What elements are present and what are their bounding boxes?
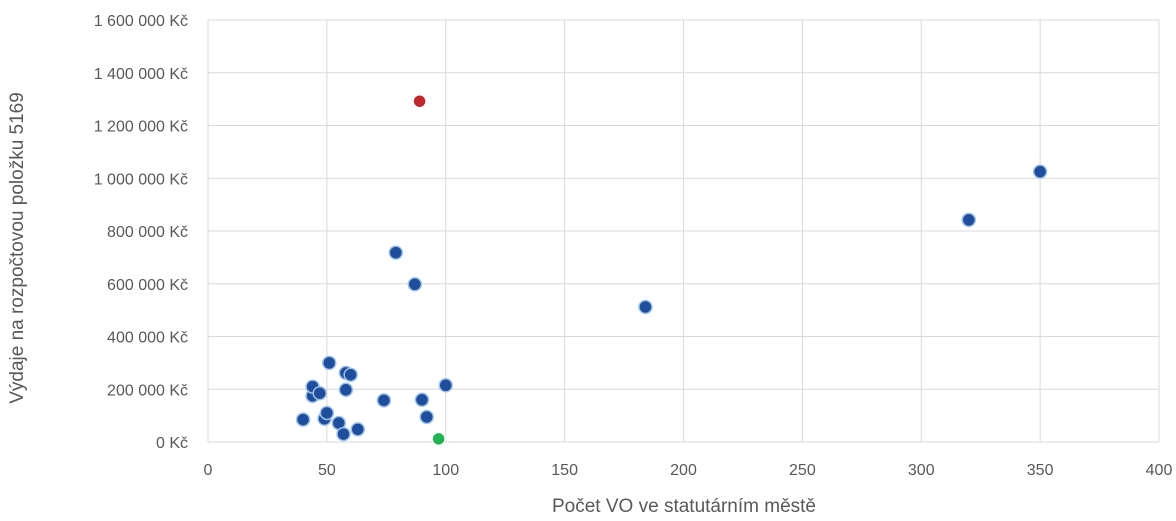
x-tick-label: 400 bbox=[1146, 462, 1173, 479]
data-point bbox=[438, 378, 453, 393]
data-point bbox=[295, 412, 311, 427]
y-tick-label: 600 000 Kč bbox=[107, 277, 188, 294]
y-tick-label: 1 400 000 Kč bbox=[94, 66, 188, 83]
y-axis-ticks: 0 Kč 200 000 Kč 400 000 Kč 600 000 Kč 800 00… bbox=[94, 13, 188, 452]
x-tick-label: 250 bbox=[789, 462, 816, 479]
y-tick-label: 800 000 Kč bbox=[107, 224, 188, 241]
x-tick-label: 350 bbox=[1027, 462, 1054, 479]
x-tick-label: 50 bbox=[318, 462, 336, 479]
data-point bbox=[638, 299, 653, 315]
data-point bbox=[376, 393, 392, 408]
data-point bbox=[961, 212, 977, 228]
x-tick-label: 300 bbox=[908, 462, 935, 479]
data-point bbox=[350, 422, 366, 437]
y-tick-label: 1 200 000 Kč bbox=[94, 119, 188, 136]
y-tick-label: 200 000 Kč bbox=[107, 382, 188, 399]
y-tick-label: 1 000 000 Kč bbox=[94, 171, 188, 188]
data-point bbox=[388, 245, 404, 260]
x-tick-label: 150 bbox=[551, 462, 578, 479]
data-point bbox=[312, 385, 327, 401]
data-point bbox=[419, 409, 434, 425]
data-points bbox=[295, 93, 1048, 447]
x-tick-label: 100 bbox=[432, 462, 459, 479]
x-tick-label: 0 bbox=[204, 462, 213, 479]
data-point bbox=[338, 382, 354, 398]
data-point bbox=[407, 277, 423, 292]
y-tick-label: 1 600 000 Kč bbox=[94, 13, 188, 30]
x-tick-label: 200 bbox=[670, 462, 697, 479]
data-point bbox=[414, 392, 430, 408]
data-point bbox=[336, 426, 351, 442]
x-axis-title: Počet VO ve statutárním městě bbox=[552, 496, 816, 517]
data-point bbox=[1032, 164, 1048, 179]
data-point bbox=[343, 367, 358, 382]
y-tick-label: 0 Kč bbox=[156, 435, 188, 452]
x-axis-ticks: 0 50 100 150 200 250 300 350 400 bbox=[204, 462, 1173, 479]
y-tick-label: 400 000 Kč bbox=[107, 330, 188, 347]
data-point bbox=[319, 405, 335, 421]
y-axis-title: Výdaje na rozpočtovou položku 5169 bbox=[7, 92, 28, 404]
grid bbox=[207, 19, 1160, 443]
data-point bbox=[431, 431, 446, 447]
data-point bbox=[322, 355, 337, 371]
data-point bbox=[412, 93, 427, 109]
